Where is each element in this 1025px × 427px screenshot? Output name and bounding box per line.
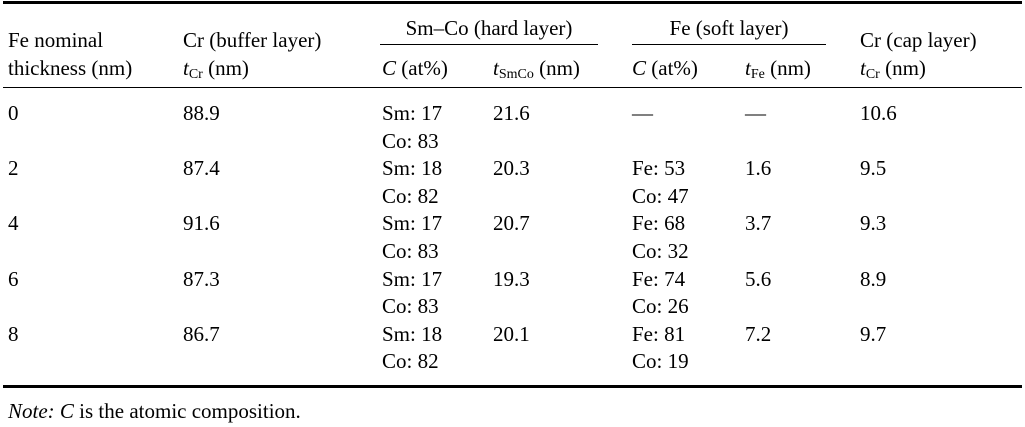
symbol: t: [745, 56, 751, 80]
header-symbol: tFe (nm): [745, 56, 811, 82]
cell: Fe: 68: [632, 211, 686, 236]
subscript: Cr: [188, 67, 203, 82]
cell: Co: 83: [382, 238, 439, 263]
symbol: t: [183, 56, 189, 80]
group-rule: [380, 44, 598, 45]
cell: Sm: 17: [382, 101, 443, 125]
note-label: Note:: [8, 399, 55, 423]
cell: 20.1: [493, 321, 530, 346]
cell: 6: [8, 266, 19, 291]
header-group: Sm–Co (hard layer): [405, 16, 573, 40]
cell: 9.7: [860, 321, 887, 346]
header-symbol: tSmCo (nm): [493, 56, 580, 82]
cell: 7.2: [745, 321, 772, 346]
subscript: Fe: [750, 67, 765, 82]
cell: 4: [8, 211, 19, 236]
header-symbol: C (at%): [632, 56, 698, 80]
header-rule: [3, 87, 1022, 88]
cell: 91.6: [183, 211, 220, 236]
cell: 9.5: [860, 156, 887, 181]
cell: 87.3: [183, 266, 220, 291]
header-symbol: tCr (nm): [860, 56, 926, 82]
header-text: Fe nominal: [8, 28, 104, 52]
unit: (nm): [885, 56, 926, 80]
cell: 3.7: [745, 211, 772, 236]
note: Note: C is the atomic composition.: [8, 399, 301, 423]
cell: 20.3: [493, 156, 530, 181]
cell: 8.9: [860, 266, 887, 291]
cell: 5.6: [745, 266, 772, 291]
cell: 21.6: [493, 101, 530, 125]
unit: (nm): [770, 56, 811, 80]
cell: Co: 83: [382, 128, 439, 153]
cell: 86.7: [183, 321, 220, 346]
cell: Co: 82: [382, 183, 439, 208]
cell: Co: 19: [632, 349, 689, 374]
group-rule: [632, 44, 826, 45]
cell: Fe: 81: [632, 321, 686, 346]
symbol: C: [632, 56, 647, 80]
symbol: C: [382, 56, 397, 80]
cell: Co: 82: [382, 349, 439, 374]
header-text: thickness (nm): [8, 56, 133, 80]
cell: 20.7: [493, 211, 530, 236]
cell: —: [632, 101, 653, 125]
symbol: t: [493, 56, 499, 80]
cell: 87.4: [183, 156, 220, 181]
bottom-rule: [3, 385, 1022, 388]
unit: (at%): [651, 56, 698, 80]
cell: Co: 32: [632, 238, 689, 263]
cell: Co: 47: [632, 183, 689, 208]
cell: 9.3: [860, 211, 887, 236]
cell: 88.9: [183, 101, 220, 125]
cell: 1.6: [745, 156, 772, 181]
cell: Co: 83: [382, 294, 439, 319]
subscript: SmCo: [498, 67, 534, 82]
unit: (nm): [208, 56, 249, 80]
header-group: Fe (soft layer): [669, 16, 789, 40]
cell: Sm: 18: [382, 321, 443, 346]
header-symbol: C (at%): [382, 56, 448, 80]
cell: Sm: 17: [382, 266, 443, 291]
unit: (nm): [539, 56, 580, 80]
note-text: is the atomic composition.: [79, 399, 301, 423]
cell: 19.3: [493, 266, 530, 291]
header-symbol: tCr (nm): [183, 56, 249, 82]
header-text: Cr (cap layer): [860, 28, 977, 52]
cell: Fe: 53: [632, 156, 686, 181]
cell: Fe: 74: [632, 266, 686, 291]
cell: 0: [8, 101, 19, 125]
cell: 8: [8, 321, 19, 346]
header-text: Cr (buffer layer): [183, 28, 322, 52]
cell: 2: [8, 156, 19, 181]
cell: Co: 26: [632, 294, 689, 319]
cell: Sm: 18: [382, 156, 443, 181]
top-rule: [3, 1, 1022, 4]
unit: (at%): [401, 56, 448, 80]
symbol: C: [59, 399, 74, 423]
cell: —: [745, 101, 766, 125]
subscript: Cr: [865, 67, 880, 82]
cell: Sm: 17: [382, 211, 443, 236]
symbol: t: [860, 56, 866, 80]
cell: 10.6: [860, 101, 897, 125]
